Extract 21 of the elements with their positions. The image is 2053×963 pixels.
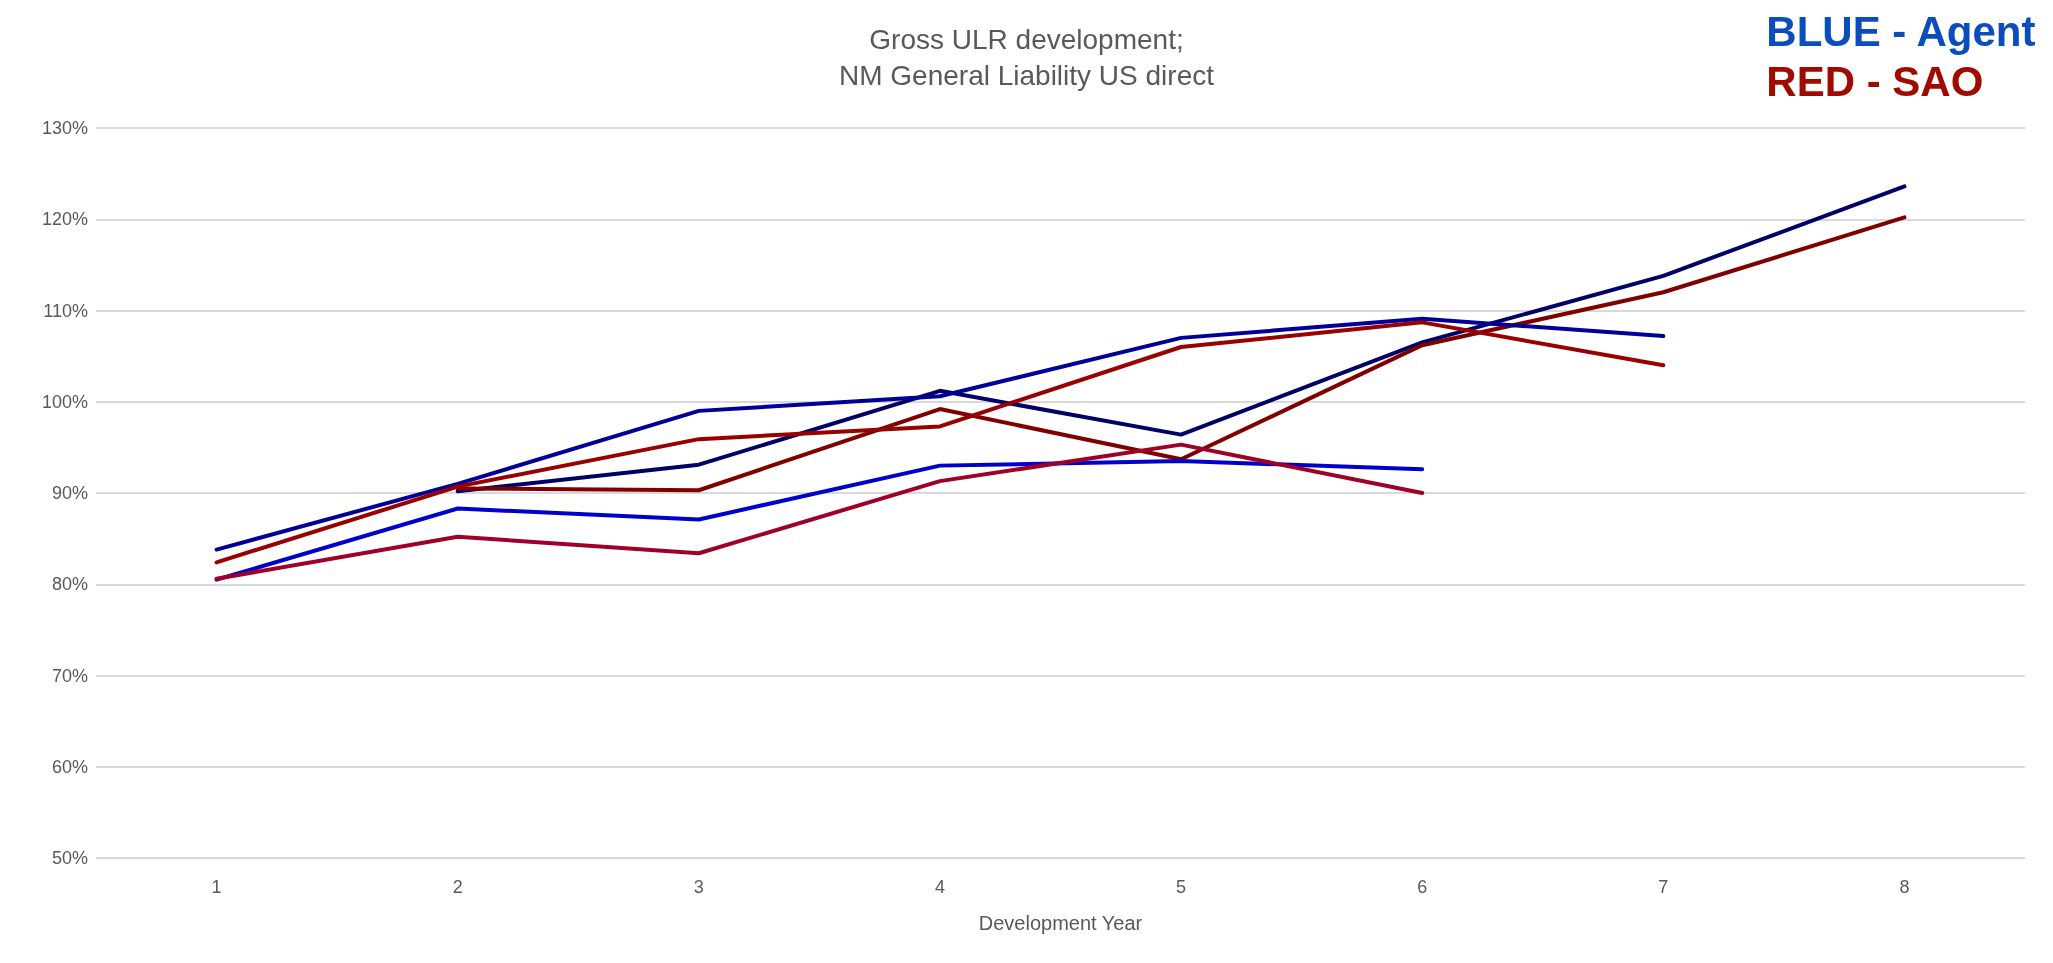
x-tick-label: 2 — [452, 877, 463, 897]
x-axis-title: Development Year — [978, 912, 1143, 934]
x-tick-label: 1 — [211, 877, 222, 897]
y-tick-label: 70% — [51, 665, 88, 686]
chart-title: Gross ULR development; NM General Liability US direct — [838, 23, 1215, 91]
text: RED - SAO — [1766, 57, 1984, 105]
x-tick-label: 7 — [1658, 877, 1669, 897]
x-tick-label: 5 — [1176, 877, 1187, 897]
y-tick-label: 80% — [51, 574, 88, 595]
x-tick-label: 6 — [1417, 877, 1428, 897]
y-tick-label: 130% — [41, 118, 88, 138]
y-tick-label: 90% — [51, 483, 88, 503]
x-tick-label: 4 — [934, 877, 945, 897]
x-tick-label: 3 — [693, 877, 704, 897]
y-tick-label: 100% — [41, 391, 88, 412]
text: BLUE - Agent — [1766, 7, 2036, 55]
y-tick-label: 110% — [43, 300, 88, 321]
y-tick-label: 120% — [41, 209, 88, 230]
y-tick-label: 60% — [51, 756, 88, 777]
y-tick-label: 50% — [51, 848, 88, 868]
x-tick-label: 8 — [1899, 877, 1910, 897]
